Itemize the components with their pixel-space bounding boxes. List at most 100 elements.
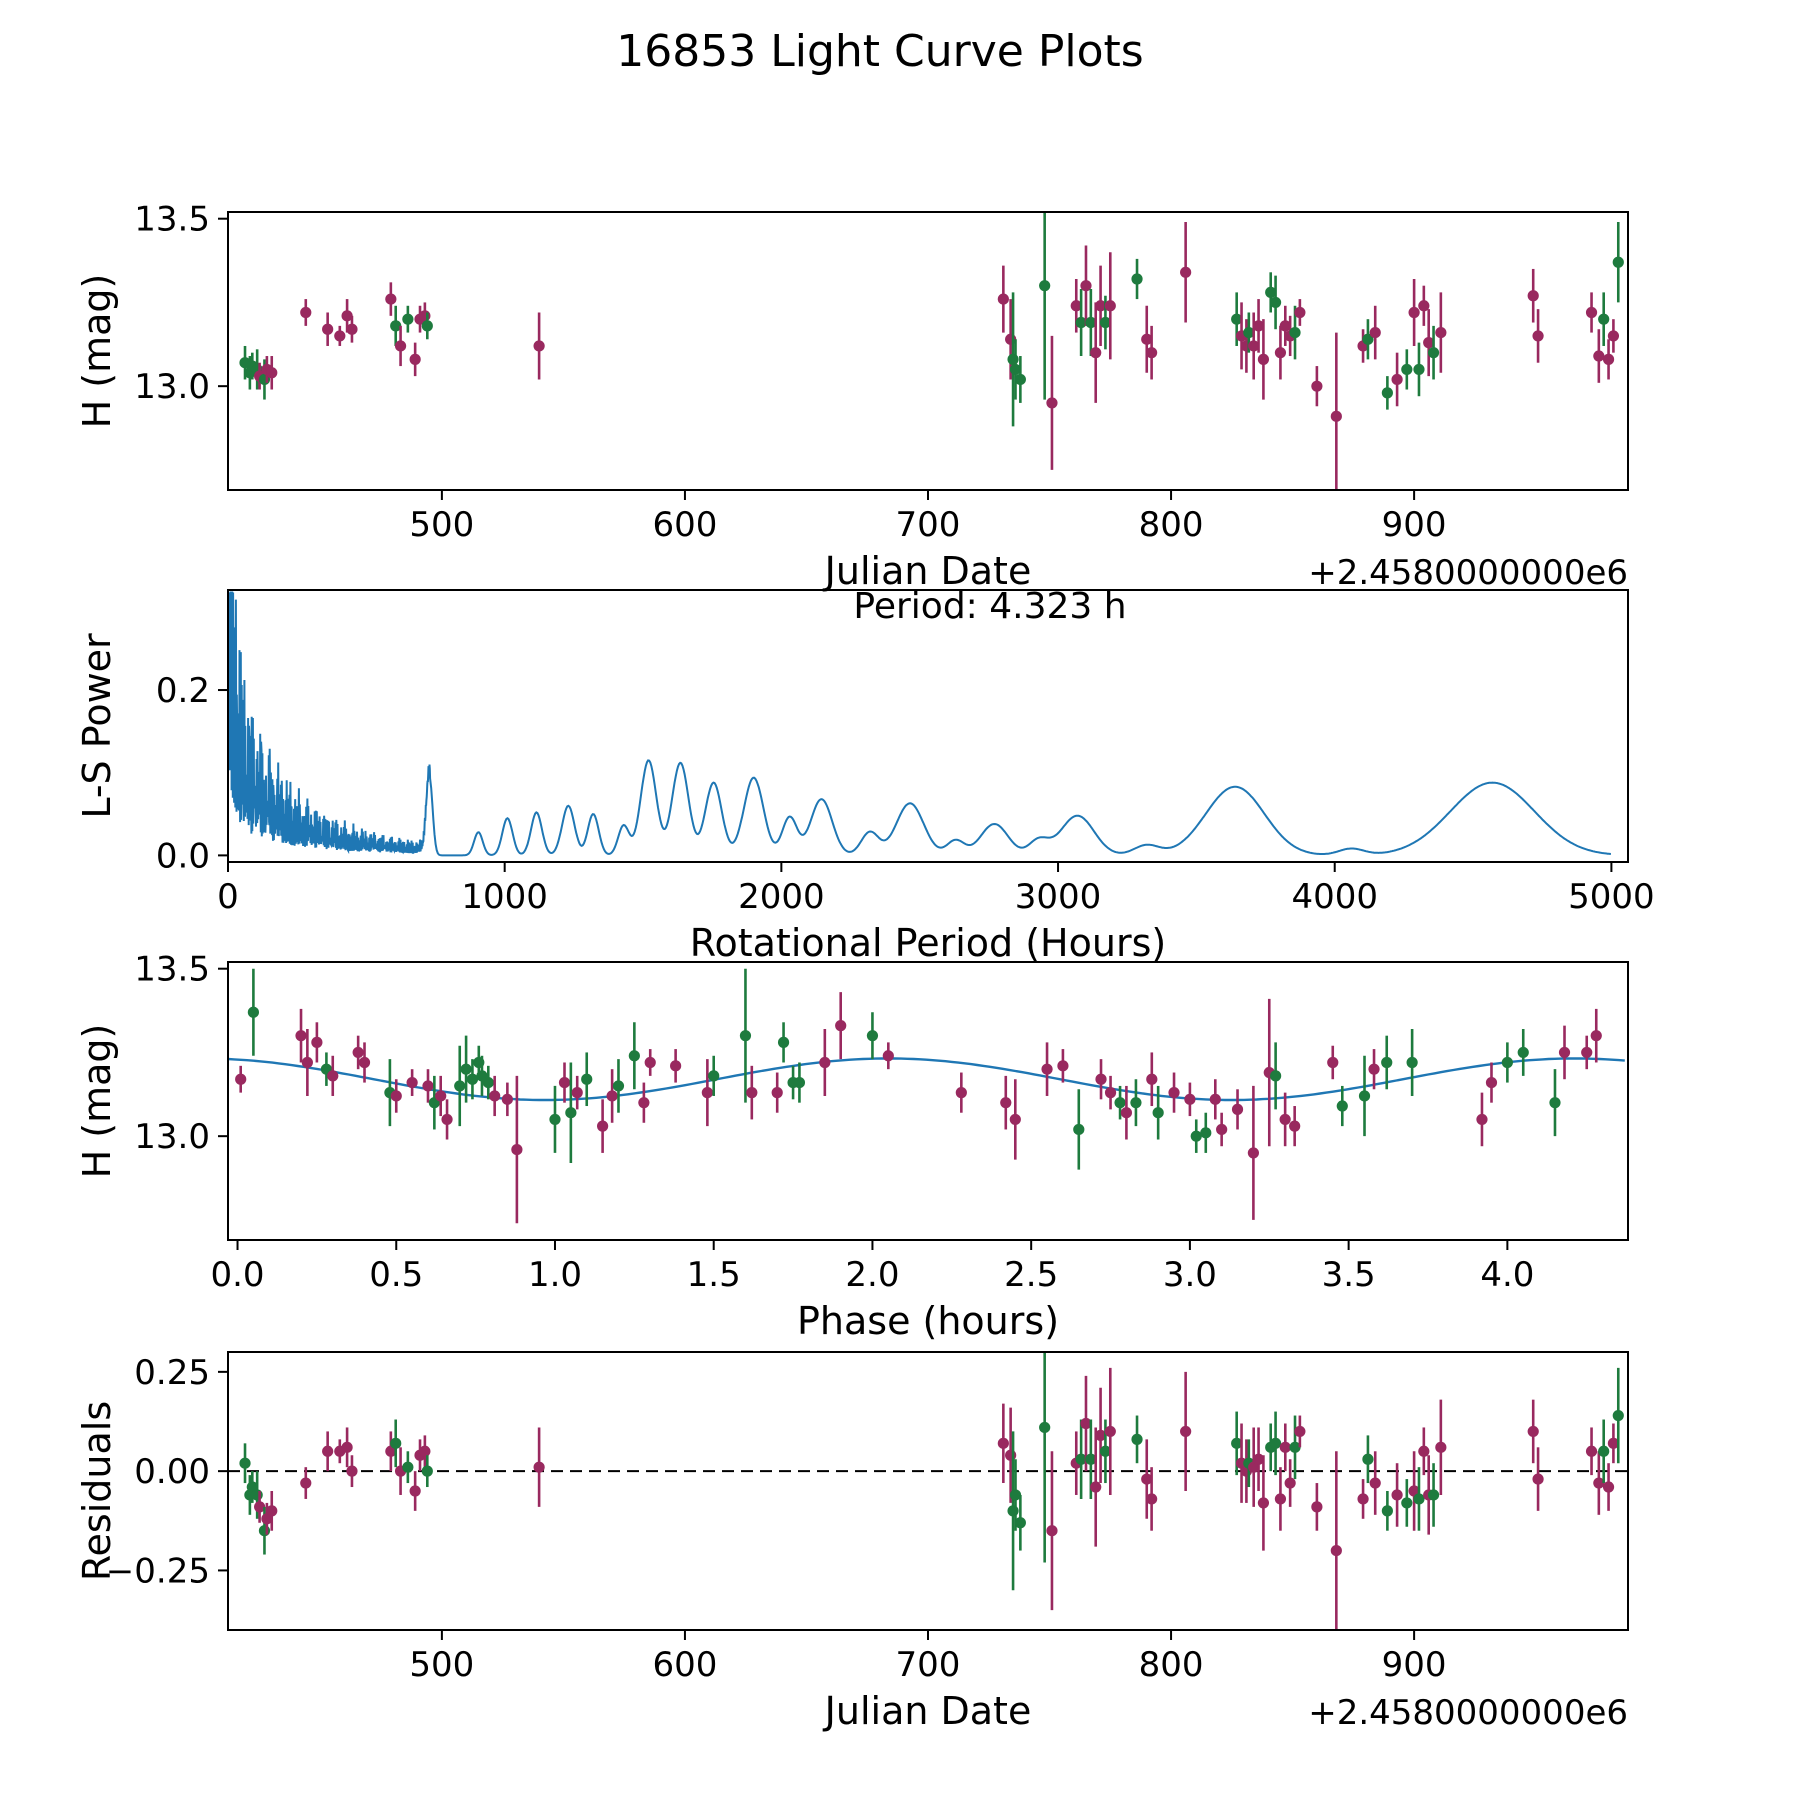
- x-tick-label: 4.0: [1480, 1255, 1534, 1295]
- data-point: [1247, 1147, 1259, 1159]
- data-point: [1094, 1429, 1107, 1441]
- data-point: [422, 1080, 434, 1092]
- data-point: [1190, 1130, 1202, 1142]
- data-point: [1039, 1421, 1051, 1434]
- x-tick-label: 500: [409, 505, 474, 545]
- x-tick-label: 900: [1382, 1645, 1447, 1685]
- x-tick-label: 0.0: [210, 1255, 264, 1295]
- data-point: [258, 1525, 271, 1537]
- data-point: [390, 1437, 402, 1449]
- x-axis-label: Julian Date: [823, 1689, 1032, 1733]
- data-point: [565, 1107, 577, 1119]
- y-axis-label: H (mag): [75, 274, 119, 429]
- x-axis-offset-label: +2.4580000000e6: [1308, 553, 1628, 593]
- data-point: [597, 1120, 609, 1132]
- data-point: [1274, 1493, 1287, 1505]
- x-tick-label: 900: [1382, 505, 1447, 545]
- figure-title: 16853 Light Curve Plots: [616, 26, 1144, 77]
- data-point: [638, 1097, 650, 1109]
- data-point: [1231, 1103, 1244, 1115]
- data-point: [295, 1030, 307, 1042]
- data-point: [1104, 300, 1116, 312]
- data-point: [1243, 326, 1255, 339]
- data-point: [1406, 1056, 1418, 1069]
- data-point: [955, 1087, 967, 1099]
- data-point: [489, 1090, 501, 1102]
- data-point: [1289, 1120, 1301, 1132]
- data-point: [533, 340, 545, 352]
- data-point: [1046, 397, 1058, 409]
- data-point: [1073, 1123, 1085, 1136]
- data-point: [322, 323, 334, 335]
- data-point: [1485, 1076, 1498, 1089]
- data-point: [454, 1080, 466, 1092]
- data-point: [1311, 1501, 1323, 1513]
- y-tick-label: 0.0: [156, 836, 210, 876]
- data-point: [1146, 1493, 1158, 1505]
- data-point: [1527, 290, 1539, 302]
- data-point: [558, 1076, 571, 1089]
- data-point: [1231, 1437, 1243, 1449]
- panel-data-area: [228, 1352, 1628, 1630]
- y-tick-label: 0.2: [156, 671, 210, 711]
- data-point: [1131, 1433, 1143, 1445]
- data-point: [819, 1056, 831, 1069]
- data-point: [1075, 1453, 1087, 1465]
- data-point: [1046, 1525, 1058, 1537]
- data-point: [1602, 353, 1615, 365]
- data-point: [1252, 1453, 1265, 1465]
- data-point: [1362, 333, 1374, 345]
- data-point: [1095, 1073, 1107, 1085]
- data-point: [1007, 1505, 1019, 1517]
- data-point: [1146, 1073, 1158, 1085]
- data-point: [409, 1485, 421, 1497]
- data-point: [1005, 1449, 1017, 1461]
- x-tick-label: 2.5: [1004, 1255, 1058, 1295]
- data-point: [1075, 316, 1087, 329]
- data-point: [1413, 1493, 1425, 1505]
- data-point: [628, 1050, 640, 1062]
- data-point: [1435, 326, 1447, 339]
- data-point: [358, 1056, 371, 1069]
- data-point: [1427, 347, 1440, 359]
- data-point: [1435, 1441, 1447, 1453]
- data-point: [1274, 347, 1287, 359]
- data-point: [239, 1457, 251, 1469]
- data-point: [1085, 1453, 1097, 1465]
- x-tick-label: 4000: [1291, 877, 1378, 917]
- data-point: [1401, 1497, 1413, 1509]
- axes-frame: [227, 961, 1629, 1241]
- data-point: [1252, 320, 1265, 332]
- y-tick-label: 13.0: [134, 1117, 210, 1157]
- y-axis-label: H (mag): [75, 1024, 119, 1179]
- x-tick-label: 1.0: [528, 1255, 582, 1295]
- panel-jd-lightcurve: 500 600 700 800 900 13.0 13.5 Julian Date +2.458…: [75, 200, 1629, 593]
- data-point: [421, 1465, 433, 1477]
- data-point: [1362, 1453, 1374, 1465]
- data-point: [334, 330, 346, 342]
- data-point: [1607, 330, 1620, 342]
- axes-frame: [227, 589, 1629, 863]
- data-point: [341, 1441, 353, 1453]
- data-point: [390, 320, 402, 332]
- data-point: [501, 1093, 513, 1105]
- y-tick-label: −0.25: [106, 1551, 210, 1591]
- data-point: [1180, 266, 1192, 278]
- data-point: [1607, 1437, 1620, 1449]
- data-point: [1418, 300, 1430, 312]
- data-point: [394, 340, 407, 352]
- data-point: [1099, 1445, 1112, 1457]
- y-tick-label: 0.25: [134, 1353, 210, 1393]
- x-tick-label: 600: [652, 505, 717, 545]
- data-point: [1104, 1087, 1117, 1099]
- data-point: [1581, 1046, 1593, 1059]
- data-point: [644, 1056, 656, 1069]
- data-point: [466, 1073, 479, 1085]
- data-point: [1598, 313, 1610, 325]
- data-point: [311, 1036, 323, 1048]
- data-point: [1080, 1417, 1092, 1430]
- data-point: [1007, 353, 1019, 365]
- data-point: [1000, 1097, 1012, 1109]
- data-point: [421, 320, 433, 332]
- data-point: [1381, 387, 1393, 399]
